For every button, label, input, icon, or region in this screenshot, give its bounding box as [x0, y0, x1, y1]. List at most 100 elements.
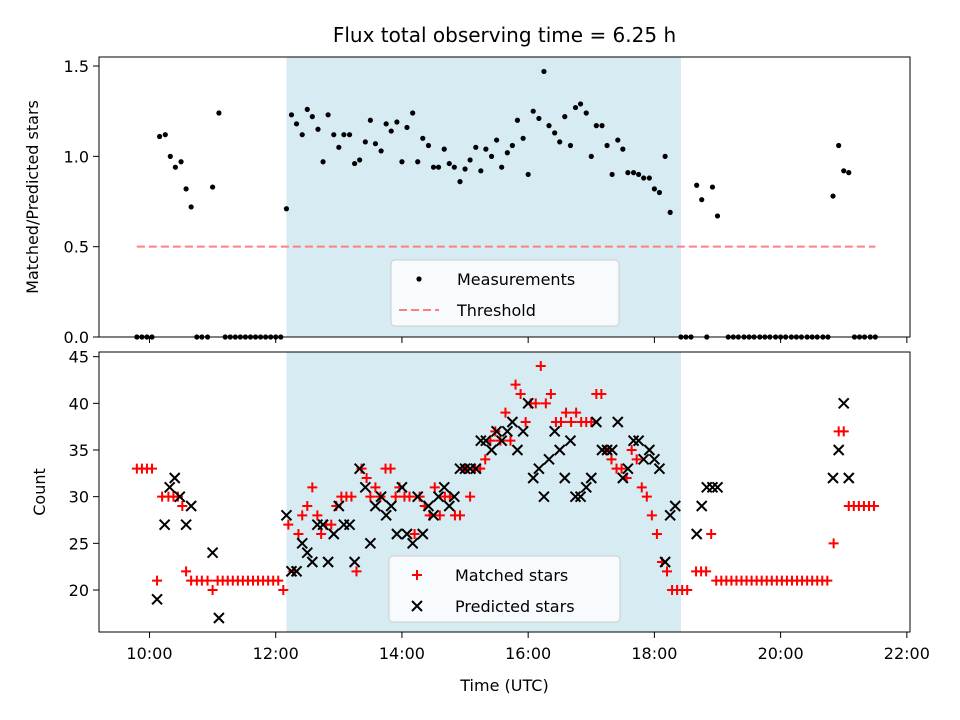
measurement-point [552, 130, 558, 136]
bottom-ytick-label: 35 [69, 441, 89, 460]
xtick-label: 16:00 [505, 644, 551, 663]
measurement-point [188, 204, 194, 210]
measurement-point [593, 123, 599, 129]
predicted-star-point [627, 434, 640, 447]
measurement-point [378, 148, 384, 154]
matched-star-point [293, 529, 304, 539]
measurement-point [394, 119, 400, 125]
matched-star-point [596, 389, 607, 399]
matched-star-point [540, 398, 551, 409]
predicted-star-point [637, 453, 650, 466]
measurement-point [588, 153, 594, 159]
measurement-point [178, 159, 184, 165]
measurement-point [430, 164, 437, 170]
predicted-star-point [322, 556, 334, 568]
measurement-point [383, 121, 389, 127]
measurement-point [341, 132, 347, 138]
measurement-point [541, 68, 547, 75]
predicted-star-point [475, 434, 487, 447]
matched-star-point [370, 482, 381, 493]
measurement-point [399, 159, 405, 165]
measurement-point [651, 186, 657, 192]
measurement-point [625, 170, 631, 176]
predicted-star-point [343, 518, 356, 531]
measurement-point [662, 153, 668, 159]
matched-star-point [465, 491, 476, 502]
bottom-ytick-label: 40 [69, 394, 89, 413]
predicted-star-point [369, 500, 382, 512]
matched-star-point [409, 529, 420, 539]
measurement-point [488, 153, 495, 159]
matched-star-point [682, 585, 693, 595]
measurement-point [636, 171, 642, 178]
measurement-point [536, 115, 542, 122]
bottom-ytick-label: 25 [69, 534, 89, 553]
matched-star-point [706, 529, 717, 539]
measurement-point [667, 209, 673, 215]
xtick-label: 22:00 [884, 644, 930, 663]
matched-star-point [273, 575, 284, 586]
predicted-star-point [417, 528, 429, 540]
predicted-star-point [169, 472, 181, 484]
measurement-point [714, 213, 721, 219]
measurement-point [483, 146, 489, 152]
bottom-legend-label: Predicted stars [455, 597, 575, 616]
measurement-point [304, 106, 310, 112]
measurement-point [435, 164, 442, 170]
matched-star-point [561, 407, 572, 418]
predicted-star-point [622, 462, 634, 475]
measurement-point [446, 160, 452, 167]
matched-star-point [351, 566, 362, 577]
predicted-star-point [664, 509, 676, 522]
measurement-point [299, 132, 305, 138]
measurement-point [362, 139, 368, 145]
measurement-point [609, 171, 615, 178]
x-axis-label: Time (UTC) [459, 676, 548, 695]
matched-star-point [651, 529, 662, 539]
predicted-star-point [501, 425, 514, 438]
predicted-star-point [517, 425, 529, 438]
bottom-ytick-label: 30 [69, 488, 89, 507]
predicted-star-point [454, 462, 466, 475]
measurement-point [320, 159, 326, 165]
measurement-point [288, 112, 295, 118]
matched-star-point [545, 389, 556, 399]
matched-star-point [172, 491, 183, 502]
predicted-star-point [290, 565, 303, 578]
predicted-star-point [406, 537, 419, 550]
bottom-legend-frame [388, 555, 621, 623]
measurement-point [331, 132, 337, 138]
measurement-point [646, 175, 652, 181]
predicted-star-point [306, 556, 319, 568]
measurement-point [694, 182, 700, 188]
predicted-star-point [580, 481, 592, 494]
measurement-point [836, 142, 842, 149]
measurement-point [283, 206, 290, 212]
matched-star-point [505, 435, 516, 446]
matched-star-point [312, 510, 323, 521]
measurement-point [583, 110, 589, 116]
matched-star-point [455, 510, 466, 521]
bottom-ytick-label: 45 [69, 348, 89, 367]
matched-star-point [346, 491, 357, 502]
matched-star-point [283, 519, 294, 530]
predicted-star-point [506, 416, 519, 428]
predicted-star-point [206, 546, 219, 559]
predicted-star-point [443, 500, 455, 512]
measurement-point [830, 193, 836, 199]
matched-star-point [278, 585, 289, 595]
legend-predicted-marker [411, 600, 423, 612]
predicted-star-point [385, 500, 397, 512]
matched-star-point [152, 575, 163, 586]
measurement-point [562, 114, 568, 120]
matched-star-point [385, 463, 396, 474]
predicted-star-point [296, 537, 308, 550]
measurement-point [630, 170, 637, 176]
measurement-point [467, 157, 473, 163]
top-y-axis-label: Matched/Predicted stars [23, 100, 42, 294]
predicted-star-point [180, 518, 192, 531]
measurement-point [525, 171, 531, 178]
predicted-star-point [422, 500, 435, 512]
measurement-point [604, 142, 610, 149]
predicted-star-point [380, 509, 392, 522]
